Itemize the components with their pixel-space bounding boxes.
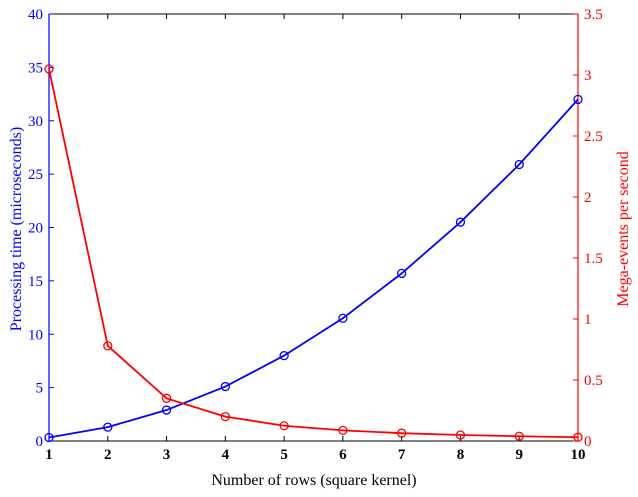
plot-area (48, 13, 579, 442)
plot-frame (48, 13, 579, 442)
data-point-left (161, 405, 172, 415)
y-left-tick-label: 10 (28, 327, 43, 343)
y-right-tick-label: 0.5 (584, 373, 603, 389)
data-point-left (338, 313, 348, 323)
x-tick-label: 10 (571, 447, 586, 463)
y-right-tick-label: 2.5 (584, 129, 603, 145)
y-left-tick-label: 15 (28, 274, 43, 290)
series-line-right (48, 68, 579, 439)
y-right-tick-label: 1.5 (584, 251, 603, 267)
data-point-right (338, 425, 348, 436)
x-tick-label: 6 (339, 447, 347, 463)
data-point-left (220, 381, 230, 392)
x-tick-label: 9 (515, 447, 523, 463)
data-point-right (279, 421, 289, 431)
data-point-left (455, 217, 466, 227)
x-tick-label: 5 (280, 447, 288, 463)
x-tick-label: 3 (163, 447, 171, 463)
y-right-tick-label: 1 (584, 312, 592, 328)
data-point-right (455, 430, 466, 440)
x-axis: 1 2 3 4 5 6 7 8 9 10 (45, 14, 586, 463)
y-left-tick-label: 35 (28, 60, 43, 76)
y-left-tick-label: 20 (28, 221, 43, 237)
data-point-left (103, 422, 113, 432)
y-right-tick-label: 2 (584, 190, 592, 206)
x-tick-label: 2 (104, 447, 112, 463)
data-point-left (397, 268, 407, 279)
data-point-right (573, 432, 583, 442)
y-left-tick-label: 30 (28, 114, 43, 130)
series-layer (44, 64, 583, 443)
data-point-right (514, 431, 524, 441)
data-point-right (220, 411, 230, 422)
data-point-right (397, 428, 407, 438)
x-tick-label: 7 (398, 447, 406, 463)
data-point-left (279, 350, 289, 361)
y-right-axis-title: Mega-events per second (615, 151, 632, 307)
y-right-tick-label: 3.5 (584, 7, 603, 23)
data-point-right (161, 393, 172, 403)
series-right (44, 64, 583, 442)
data-point-left (573, 94, 583, 105)
data-point-left (514, 159, 524, 170)
y-left-tick-label: 40 (28, 7, 43, 23)
x-axis-title: Number of rows (square kernel) (211, 472, 416, 489)
series-line-left (48, 98, 579, 439)
y-right-tick-label: 0 (584, 434, 592, 450)
x-tick-label: 4 (222, 447, 230, 463)
y-right-tick-label: 3 (584, 68, 592, 84)
data-point-left (44, 432, 54, 443)
y-left-axis-title: Processing time (microseconds) (8, 127, 25, 331)
y-left-tick-label: 5 (36, 381, 44, 397)
x-tick-label: 8 (457, 447, 465, 463)
y-axis-right: 0 0.5 1 1.5 2 2.5 3 3.5 (573, 7, 603, 450)
data-point-right (44, 64, 54, 74)
x-tick-label: 1 (45, 447, 53, 463)
data-point-right (103, 341, 113, 351)
series-left (44, 94, 583, 443)
y-left-tick-label: 25 (28, 167, 43, 183)
y-left-tick-label: 0 (36, 434, 44, 450)
